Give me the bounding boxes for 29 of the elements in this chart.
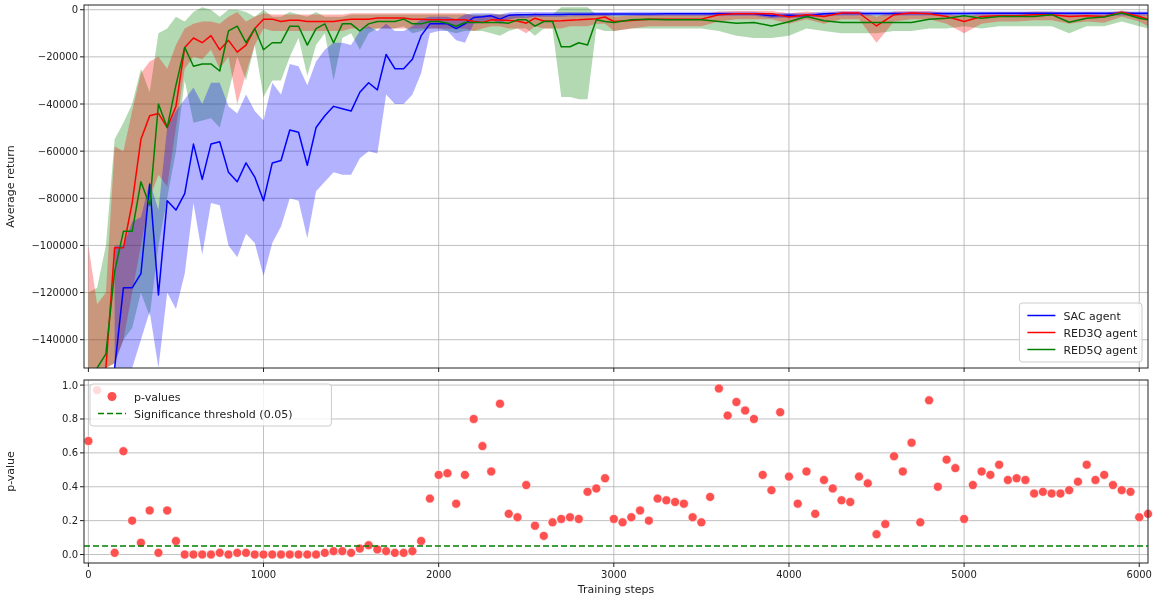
y-tick-label: −40000: [37, 98, 78, 110]
y-axis-title: Average return: [4, 145, 17, 228]
y-tick-label: 0.0: [62, 549, 78, 561]
legend-label: SAC agent: [1063, 309, 1122, 323]
x-tick-label: 4000: [776, 569, 802, 580]
x-tick-label: 2000: [425, 569, 452, 580]
y-tick-label: −120000: [31, 287, 78, 299]
y-tick-label: 0.8: [62, 413, 78, 425]
x-tick-label: 1000: [250, 569, 277, 580]
legend-label: p-values: [134, 390, 181, 404]
legend-label: RED3Q agent: [1063, 326, 1139, 340]
x-tick-label: 0: [85, 569, 92, 580]
legend-label: RED5Q agent: [1063, 343, 1139, 357]
x-tick-label: 6000: [1126, 569, 1152, 580]
y-tick-label: 0.6: [62, 447, 78, 459]
y-tick-label: −140000: [31, 334, 78, 346]
y-tick-label: 0: [71, 4, 78, 16]
y-tick-label: 1.0: [62, 379, 78, 391]
x-tick-label: 5000: [951, 569, 977, 580]
y-tick-label: 0.2: [62, 515, 78, 527]
y-tick-label: −100000: [31, 239, 78, 251]
y-tick-label: 0.4: [62, 481, 78, 493]
x-axis-title: Training steps: [576, 583, 655, 596]
x-tick-label: 3000: [601, 569, 627, 580]
y-tick-label: −80000: [37, 192, 78, 204]
y-tick-label: −60000: [37, 145, 78, 157]
y-axis-title: p-value: [4, 450, 17, 492]
y-tick-label: −20000: [37, 51, 78, 63]
legend-label: Significance threshold (0.05): [134, 407, 293, 421]
